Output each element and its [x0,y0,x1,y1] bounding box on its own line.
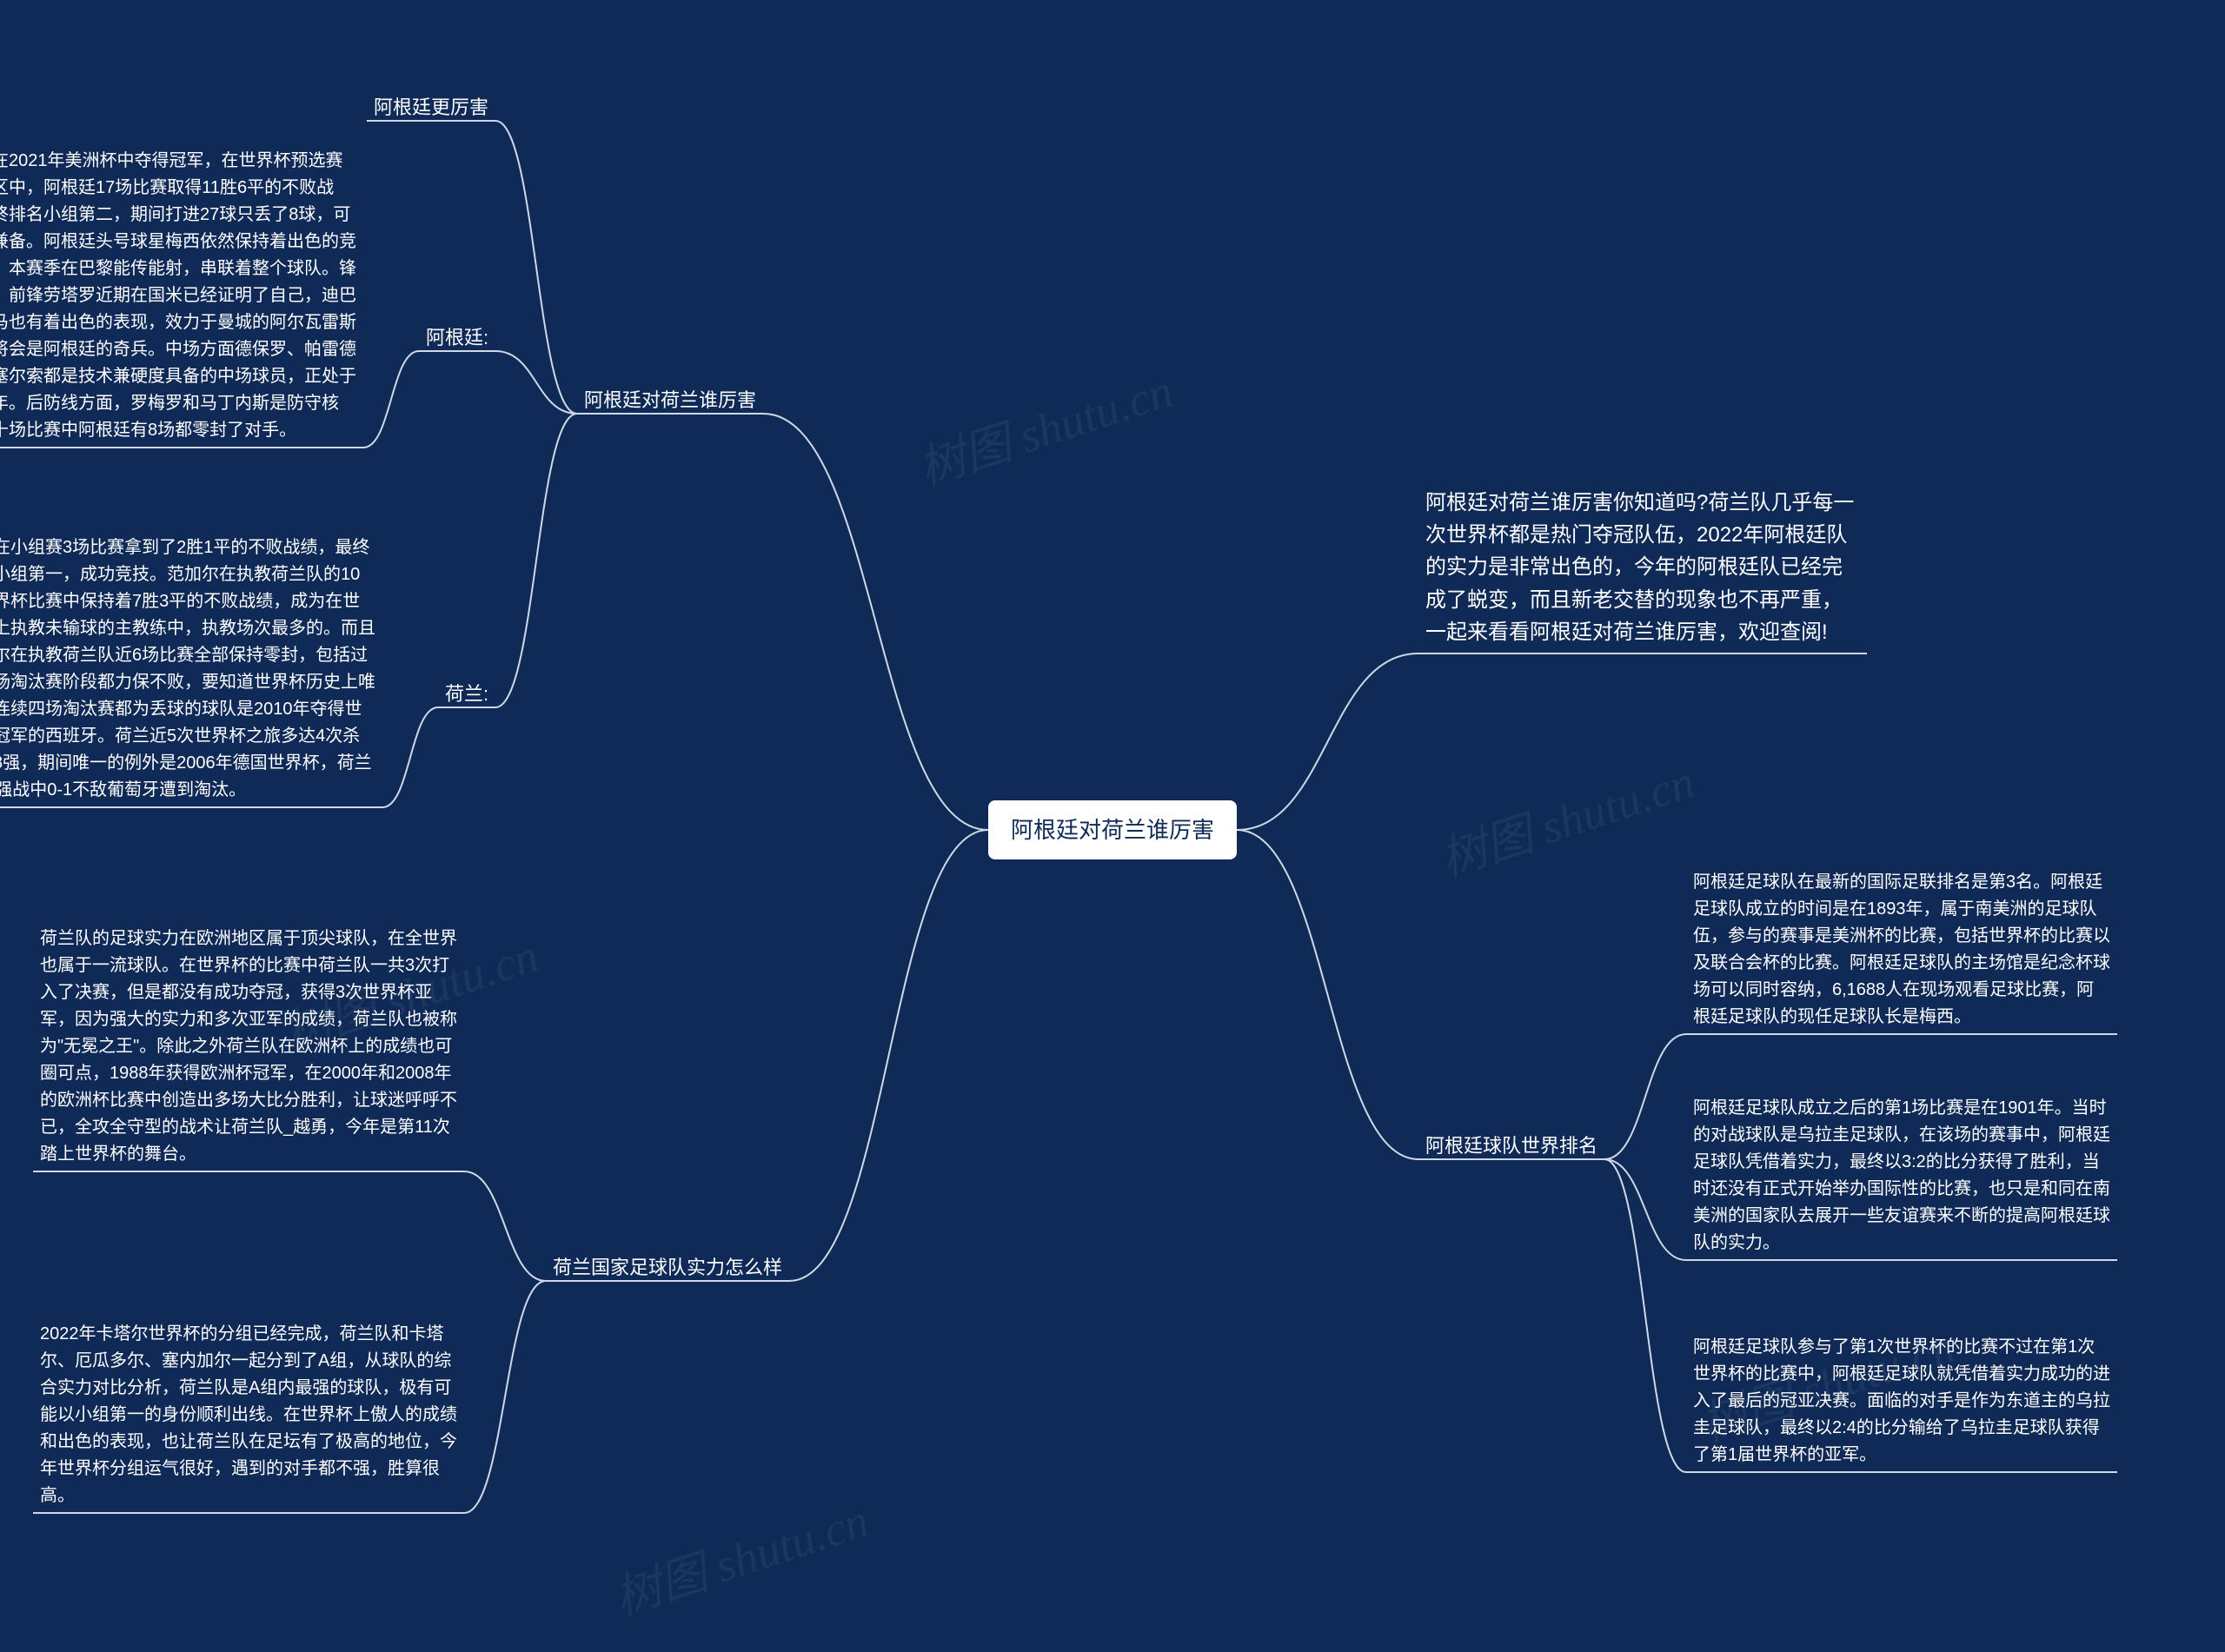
center-node: 阿根廷对荷兰谁厉害 [988,800,1237,859]
right-intro: 阿根廷对荷兰谁厉害你知道吗?荷兰队几乎每一次世界杯都是热门夺冠队伍，2022年阿… [1425,487,1860,648]
neth-strength-leaf-0: 荷兰队的足球实力在欧洲地区属于顶尖球队，在全世界也属于一流球队。在世界杯的比赛中… [40,926,457,1168]
neth-strength-leaf-1: 2022年卡塔尔世界杯的分组已经完成，荷兰队和卡塔尔、厄瓜多尔、塞内加尔一起分到… [40,1321,457,1509]
sub-stronger: 阿根廷更厉害 [374,93,488,123]
left-branch-neth-strength: 荷兰国家足球队实力怎么样 [553,1253,782,1283]
right-branch-ranking: 阿根廷球队世界排名 [1425,1131,1597,1161]
left-branch-compare: 阿根廷对荷兰谁厉害 [584,386,756,415]
ranking-leaf-1: 阿根廷足球队成立之后的第1场比赛是在1901年。当时的对战球队是乌拉圭足球队，在… [1693,1095,2110,1257]
ranking-leaf-0: 阿根廷足球队在最新的国际足联排名是第3名。阿根廷足球队成立的时间是在1893年，… [1693,869,2110,1031]
sub-netherlands: 荷兰: [445,680,488,709]
argentina-detail: 阿根廷在2021年美洲杯中夺得冠军，在世界杯预选赛南美赛区中，阿根廷17场比赛取… [0,148,356,444]
ranking-leaf-2: 阿根廷足球队参与了第1次世界杯的比赛不过在第1次世界杯的比赛中，阿根廷足球队就凭… [1693,1334,2110,1469]
netherlands-detail: 荷兰在小组赛3场比赛拿到了2胜1平的不败战绩，最终位列小组第一，成功竞技。范加尔… [0,534,375,804]
sub-argentina: 阿根廷: [426,323,488,353]
